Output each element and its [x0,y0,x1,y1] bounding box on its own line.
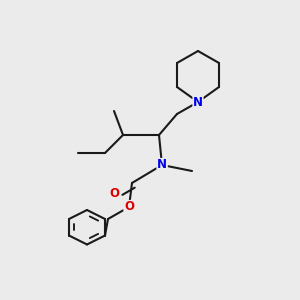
Text: O: O [109,187,119,200]
Text: O: O [124,200,134,214]
Text: N: N [157,158,167,172]
Text: N: N [193,95,203,109]
